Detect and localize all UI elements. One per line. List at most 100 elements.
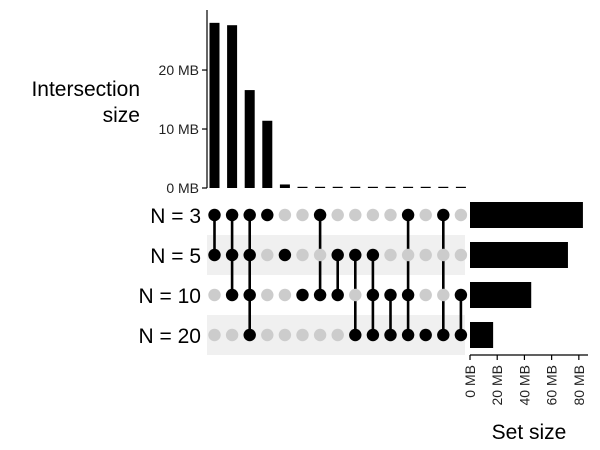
- matrix-dot-active: [225, 248, 239, 262]
- matrix-dot-active: [349, 328, 362, 342]
- intersection-bar: [297, 186, 308, 188]
- intersection-bar: [315, 186, 326, 188]
- intersection-bar: [244, 90, 255, 188]
- matrix-dot-active: [454, 328, 468, 342]
- matrix-dot-inactive: [208, 288, 221, 302]
- matrix-dot-active: [366, 288, 380, 302]
- matrix-dot-active: [419, 328, 432, 342]
- matrix-dot-inactive: [225, 328, 239, 342]
- matrix-dot-active: [243, 288, 256, 302]
- matrix-dot-active: [349, 248, 362, 262]
- matrix-dot-active: [208, 248, 221, 262]
- matrix-dot-inactive: [261, 288, 274, 302]
- matrix-dot-inactive: [437, 248, 450, 262]
- matrix-dot-active: [225, 208, 239, 222]
- matrix-dot-inactive: [261, 328, 274, 342]
- matrix-dot-inactive: [296, 328, 309, 342]
- matrix-dot-active: [401, 288, 415, 302]
- matrix-dot-active: [331, 248, 344, 262]
- intersection-axis-tick-label: 0 MB: [166, 180, 199, 196]
- matrix-dot-inactive: [313, 328, 327, 342]
- intersection-bar: [227, 25, 238, 188]
- matrix-dot-inactive: [366, 208, 380, 222]
- set-label: N = 3: [150, 205, 201, 228]
- set-size-axis-tick-label: 60 MB: [544, 365, 560, 405]
- matrix-column: [454, 208, 468, 342]
- matrix-column: [261, 208, 274, 342]
- matrix-dot-inactive: [454, 208, 468, 222]
- intersection-bar: [420, 186, 431, 188]
- intersection-axis-tick-label: 10 MB: [159, 121, 199, 137]
- matrix-dot-active: [331, 288, 344, 302]
- set-size-label: Set size: [492, 421, 567, 444]
- set-size-axis: 0 MB 20 MB 40 MB 60 MB 80 MB: [462, 354, 588, 405]
- intersection-bar: [262, 120, 273, 188]
- intersection-bar: [332, 186, 343, 188]
- matrix-dot-inactive: [454, 248, 468, 262]
- matrix-dot-active: [384, 288, 397, 302]
- matrix-dot-inactive: [384, 248, 397, 262]
- matrix-dot-inactive: [349, 208, 362, 222]
- matrix-column: [349, 208, 362, 342]
- matrix-dot-inactive: [419, 248, 432, 262]
- matrix-dot-inactive: [419, 208, 432, 222]
- matrix-dot-active: [437, 328, 450, 342]
- matrix-dot-active: [384, 328, 397, 342]
- matrix-dot-active: [366, 328, 380, 342]
- set-label: N = 5: [150, 245, 201, 268]
- matrix-dot-active: [454, 288, 468, 302]
- intersection-size-label-line-1: Intersection: [31, 78, 140, 101]
- set-size-axis-tick-label: 0 MB: [462, 365, 478, 398]
- set-label: N = 20: [139, 325, 201, 348]
- matrix-dot-inactive: [296, 248, 309, 262]
- intersection-bars: [209, 22, 466, 188]
- set-size-axis-tick-label: 80 MB: [571, 365, 587, 405]
- intersection-bar: [455, 186, 466, 188]
- matrix-dot-inactive: [419, 288, 432, 302]
- matrix-column: [278, 208, 292, 342]
- intersection-bar: [438, 186, 449, 188]
- set-size-bars: [470, 202, 583, 348]
- matrix-dot-active: [366, 248, 380, 262]
- matrix-dot-active: [243, 248, 256, 262]
- intersection-bar: [279, 184, 290, 188]
- matrix-dot-inactive: [296, 208, 309, 222]
- intersection-bar: [209, 22, 220, 188]
- matrix-dot-active: [225, 288, 239, 302]
- matrix-dot-inactive: [401, 248, 415, 262]
- matrix-dot-inactive: [313, 248, 327, 262]
- matrix-dot-active: [313, 288, 327, 302]
- matrix-dot-active: [243, 208, 256, 222]
- matrix-dot-inactive: [261, 248, 274, 262]
- matrix-column: [384, 208, 397, 342]
- set-label: N = 10: [139, 285, 201, 308]
- matrix-column: [419, 208, 432, 342]
- matrix-column: [296, 208, 309, 342]
- intersection-size-axis: 0 MB 10 MB 20 MB: [159, 10, 208, 196]
- matrix-column: [331, 208, 344, 342]
- matrix-column: [243, 208, 256, 342]
- matrix-dot-active: [401, 328, 415, 342]
- set-labels: N = 3 N = 5 N = 10 N = 20: [139, 205, 201, 348]
- intersection-bar: [350, 186, 361, 188]
- matrix-column: [225, 208, 239, 342]
- set-size-axis-tick-label: 20 MB: [489, 365, 505, 405]
- matrix-dot-active: [296, 288, 309, 302]
- matrix-dot-inactive: [208, 328, 221, 342]
- matrix-dot-active: [261, 208, 274, 222]
- matrix-dot-active: [278, 248, 292, 262]
- set-size-bar: [470, 242, 568, 268]
- intersection-bar: [367, 186, 378, 188]
- intersection-matrix: [208, 208, 468, 342]
- set-size-bar: [470, 282, 532, 308]
- matrix-dot-inactive: [437, 288, 450, 302]
- matrix-dot-inactive: [331, 208, 344, 222]
- set-size-bar: [470, 322, 494, 348]
- matrix-dot-active: [208, 208, 221, 222]
- matrix-dot-active: [243, 328, 256, 342]
- matrix-dot-active: [437, 208, 450, 222]
- matrix-dot-inactive: [331, 328, 344, 342]
- matrix-dot-inactive: [278, 288, 292, 302]
